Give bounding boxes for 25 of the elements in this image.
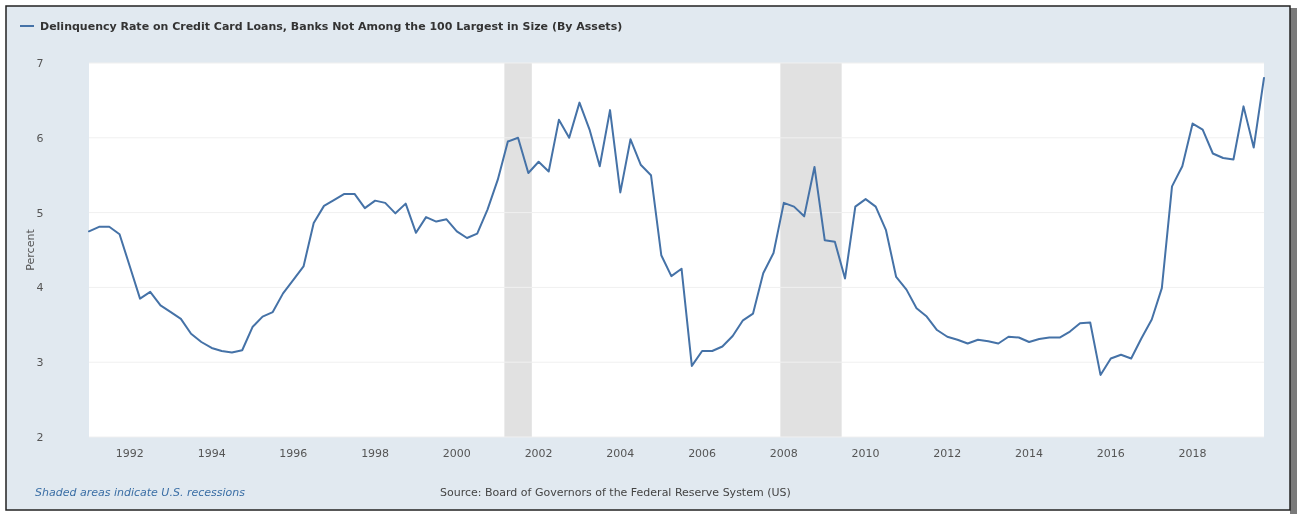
text: Shaded areas indicate U.S. recessions: [35, 486, 246, 499]
source-note: Source: Board of Governors of the Federal Reserve System (US): [440, 486, 791, 499]
y-tick-label: 7: [36, 57, 44, 70]
y-axis-title: Percent: [24, 228, 37, 271]
x-tick-label: 2016: [1096, 447, 1125, 460]
y-tick-label: 2: [36, 431, 44, 444]
x-tick-label: 2018: [1178, 447, 1207, 460]
legend-label: Delinquency Rate on Credit Card Loans, Banks Not Among the 100 Largest in Size (By Assets): [40, 20, 623, 33]
line-series: [88, 76, 1265, 376]
x-tick-label: 1994: [197, 447, 226, 460]
y-tick-label: 4: [36, 281, 44, 295]
x-tick-label: 1992: [115, 447, 144, 460]
y-tick-label: 6: [36, 131, 44, 145]
x-tick-label: 1996: [279, 447, 308, 460]
x-tick-label: 2014: [1015, 447, 1044, 460]
x-tick-label: 2000: [442, 447, 471, 460]
y-tick-label: 5: [36, 206, 44, 220]
x-tick-label: 2012: [933, 447, 962, 460]
x-tick-label: 2004: [606, 447, 635, 460]
x-tick-label: 2006: [688, 447, 717, 460]
y-tick-label: 3: [36, 356, 44, 370]
x-tick-label: 1998: [361, 447, 390, 460]
x-tick-label: 2002: [524, 447, 553, 460]
x-tick-label: 2008: [769, 447, 798, 460]
x-tick-label: 2010: [851, 447, 880, 460]
